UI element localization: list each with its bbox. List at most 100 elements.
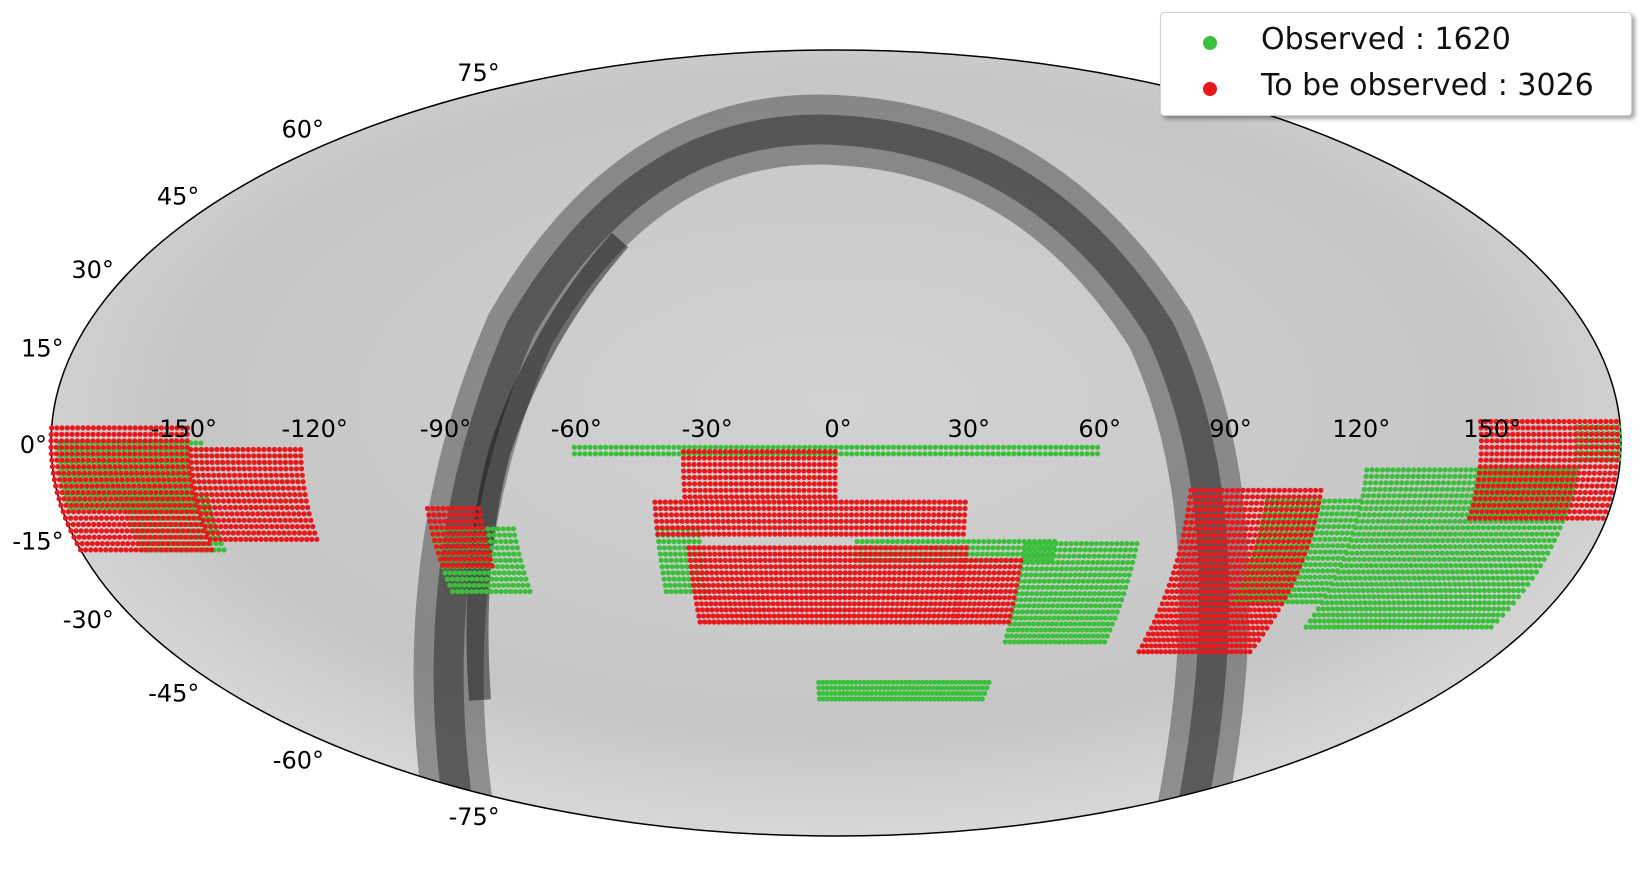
data-point <box>969 444 975 450</box>
data-point <box>79 483 85 489</box>
data-point <box>271 446 277 453</box>
data-point <box>1481 606 1487 612</box>
data-point <box>189 466 195 472</box>
data-point <box>806 474 812 481</box>
data-point <box>78 515 84 521</box>
data-point <box>58 438 65 444</box>
data-point <box>893 619 899 625</box>
data-point <box>1086 553 1092 559</box>
data-point <box>781 619 787 625</box>
data-point <box>1468 467 1474 473</box>
data-point <box>730 588 737 595</box>
data-point <box>671 444 677 450</box>
data-point <box>1525 581 1531 587</box>
data-point <box>750 505 757 512</box>
data-point <box>699 512 705 518</box>
data-point <box>963 696 970 702</box>
data-point <box>712 461 718 468</box>
data-point <box>69 451 75 457</box>
data-point <box>730 505 736 512</box>
data-point <box>1462 600 1469 606</box>
data-point <box>127 451 133 457</box>
data-point <box>1092 591 1098 597</box>
data-point <box>661 545 668 551</box>
data-point <box>1372 606 1378 612</box>
data-point <box>838 512 844 518</box>
data-point <box>1083 639 1090 645</box>
data-point <box>132 444 138 450</box>
data-point <box>678 499 684 505</box>
data-point <box>1353 606 1359 612</box>
data-point <box>474 525 480 531</box>
data-point <box>1419 618 1425 624</box>
data-point <box>1058 451 1064 457</box>
data-point <box>877 690 883 697</box>
data-point <box>122 534 128 540</box>
data-point <box>1047 451 1054 457</box>
data-point <box>1021 451 1027 457</box>
data-point <box>1038 572 1044 578</box>
data-point <box>1392 486 1399 492</box>
data-point <box>728 494 735 500</box>
data-point <box>223 485 229 491</box>
data-point <box>797 531 804 537</box>
data-point <box>113 547 119 553</box>
data-point <box>910 525 916 531</box>
data-point <box>900 512 906 518</box>
data-point <box>515 582 521 588</box>
data-point <box>457 512 463 518</box>
data-point <box>1351 504 1357 511</box>
data-point <box>786 619 792 625</box>
data-point <box>172 534 179 540</box>
data-point <box>96 464 102 470</box>
data-point <box>132 521 138 528</box>
data-point <box>683 557 689 564</box>
data-point <box>678 557 684 564</box>
data-point <box>961 690 968 697</box>
data-point <box>716 531 722 537</box>
data-point <box>1382 612 1388 618</box>
data-point <box>175 528 181 534</box>
data-point <box>861 607 867 613</box>
data-point <box>754 474 760 481</box>
data-point <box>859 512 865 518</box>
data-point <box>924 595 930 601</box>
data-point <box>884 613 890 619</box>
data-point <box>822 449 828 455</box>
data-point <box>1438 594 1444 600</box>
data-point <box>705 518 711 524</box>
data-point <box>790 613 796 619</box>
data-point <box>1338 563 1345 569</box>
data-point <box>272 517 278 523</box>
data-point <box>1463 467 1469 473</box>
data-point <box>832 685 838 691</box>
data-point <box>833 505 839 512</box>
data-point <box>943 451 949 457</box>
data-point <box>1435 480 1441 486</box>
data-point <box>231 498 237 504</box>
data-point <box>141 502 147 508</box>
data-point <box>215 466 221 472</box>
data-point <box>478 588 485 595</box>
data-point <box>76 509 82 515</box>
data-point <box>932 601 939 607</box>
data-point <box>791 494 797 500</box>
data-point <box>1353 600 1359 606</box>
data-point <box>1401 606 1407 612</box>
data-point <box>1013 615 1020 621</box>
data-point <box>203 511 209 517</box>
data-point <box>1459 569 1465 575</box>
data-point <box>802 531 809 537</box>
data-point <box>864 499 870 505</box>
data-point <box>743 468 750 474</box>
data-point <box>769 468 776 474</box>
data-point <box>1378 563 1384 569</box>
data-point <box>78 547 84 553</box>
data-point <box>842 601 848 607</box>
data-point <box>511 570 517 576</box>
data-point <box>828 525 834 531</box>
data-point <box>738 481 745 487</box>
data-point <box>64 431 70 437</box>
data-point <box>1379 467 1386 473</box>
data-point <box>1117 547 1124 553</box>
